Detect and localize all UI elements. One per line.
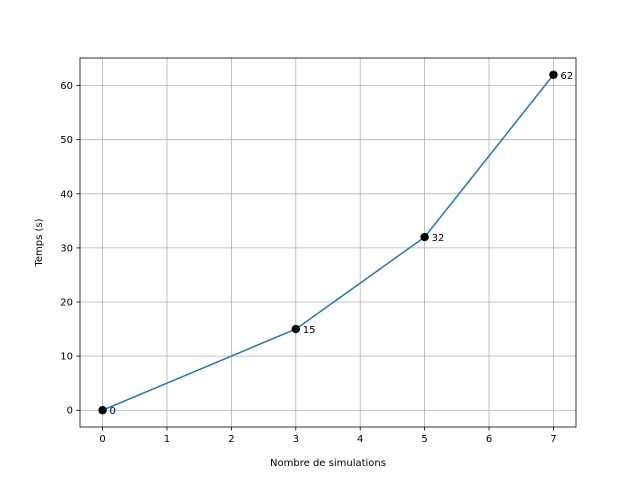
x-tick-label: 1	[164, 434, 170, 445]
data-label: 62	[560, 71, 573, 82]
data-point	[98, 406, 107, 415]
y-tick-label: 10	[60, 352, 73, 363]
y-tick-label: 60	[60, 81, 73, 92]
series-layer: 0 15 32 62	[98, 70, 573, 417]
data-label: 0	[110, 406, 116, 417]
y-axis-label: Temps (s)	[34, 218, 45, 267]
data-point	[291, 324, 300, 334]
series-line	[102, 74, 555, 411]
y-tick-label: 20	[60, 298, 73, 309]
data-point	[549, 70, 558, 79]
y-tick-label: 40	[60, 189, 73, 200]
x-tick-label: 0	[99, 434, 105, 445]
x-tick-label: 7	[550, 434, 556, 445]
y-tick-label: 30	[60, 243, 73, 254]
x-tick-label: 6	[486, 434, 492, 445]
data-label: 15	[303, 325, 316, 336]
data-point	[420, 232, 429, 242]
y-tick-label: 50	[60, 135, 73, 146]
x-tick-label: 2	[228, 434, 234, 445]
data-label: 32	[432, 233, 445, 244]
x-axis-label: Nombre de simulations	[270, 458, 386, 469]
y-tick-label: 0	[67, 406, 73, 417]
x-tick-label: 4	[357, 434, 363, 445]
axes-frame	[79, 57, 577, 428]
ticks: 0 1 2 3 4 5 6 7 0 10 20 30 40 50 60	[60, 81, 556, 445]
x-tick-label: 3	[293, 434, 299, 445]
grid	[80, 58, 576, 427]
x-tick-label: 5	[421, 434, 427, 445]
